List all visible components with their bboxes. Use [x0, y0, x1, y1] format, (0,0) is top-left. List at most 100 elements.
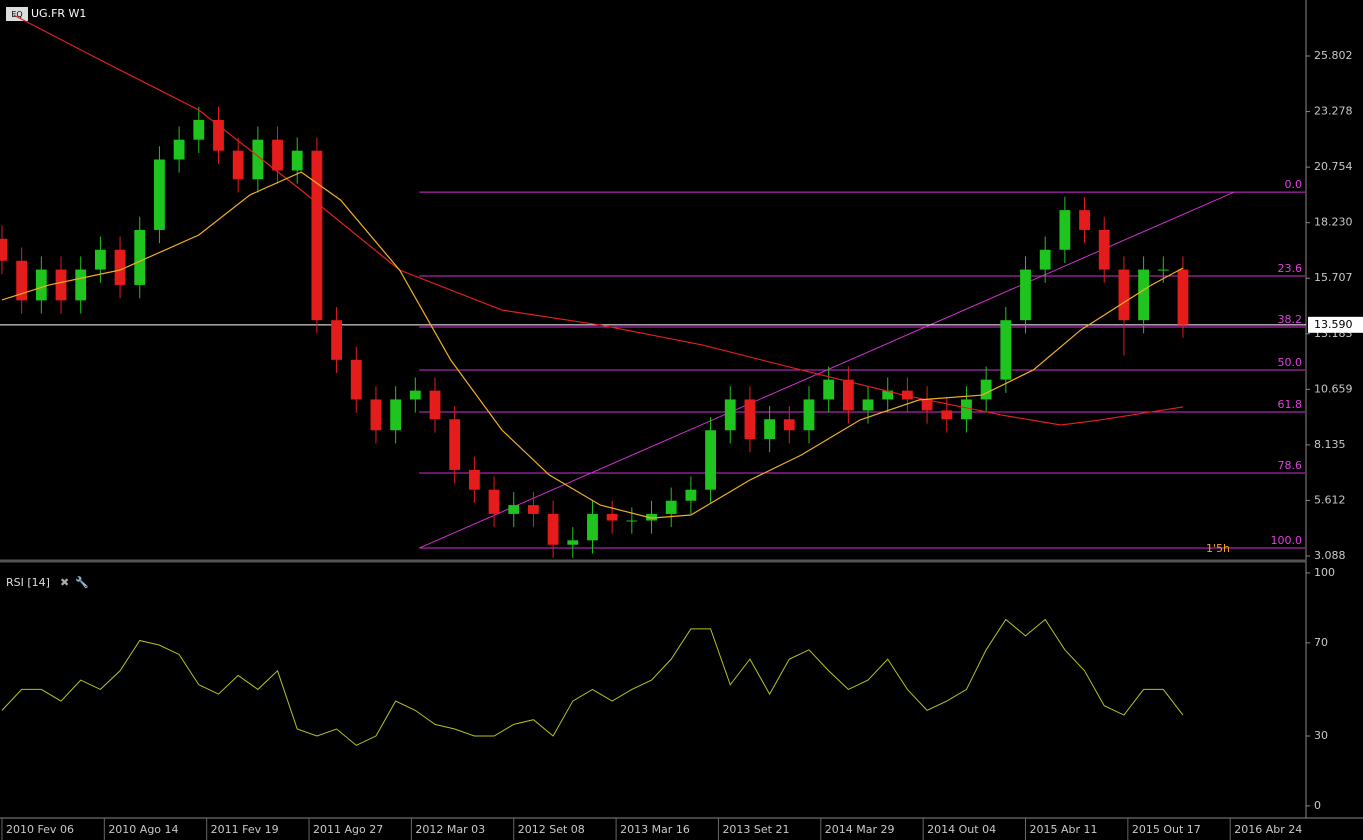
y-tick-label: 8.135	[1314, 438, 1346, 451]
annotation: 1'5h	[1206, 542, 1230, 555]
candle-body	[823, 379, 835, 400]
y-tick-label: 18.230	[1314, 216, 1353, 229]
candle-body	[252, 139, 264, 180]
fib-label: 0.0	[1285, 178, 1303, 191]
candle-body	[16, 260, 28, 301]
last-price-box	[1308, 316, 1363, 333]
candle-body	[685, 489, 697, 501]
settings-icon[interactable]: 🔧	[75, 575, 89, 589]
candle-body	[547, 513, 559, 545]
x-tick-label: 2012 Set 08	[518, 823, 585, 836]
candle-body	[783, 419, 795, 431]
x-tick-label: 2014 Mar 29	[825, 823, 895, 836]
candle-body	[626, 520, 638, 522]
candle-body	[921, 399, 933, 411]
candle-body	[311, 150, 323, 321]
candle-body	[1157, 269, 1169, 271]
y-tick-label: 20.754	[1314, 160, 1353, 173]
candle-body	[744, 399, 756, 440]
candle-body	[55, 269, 67, 301]
candle-body	[646, 513, 657, 521]
candle-body	[75, 269, 87, 301]
candle-body	[193, 119, 205, 140]
symbol-title: UG.FR W1	[31, 7, 86, 20]
candle-body	[409, 390, 421, 400]
y-tick-label: 15.707	[1314, 271, 1353, 284]
candle-body	[0, 238, 8, 261]
candle-body	[114, 249, 126, 285]
x-tick-label: 2013 Mar 16	[620, 823, 690, 836]
x-tick-label: 2011 Fev 19	[211, 823, 279, 836]
candle-body	[272, 139, 283, 171]
candle-body	[882, 390, 894, 400]
candle-body	[94, 249, 106, 270]
y-tick-label: 70	[1314, 636, 1328, 649]
x-tick-label: 2011 Ago 27	[313, 823, 383, 836]
candle-body	[1177, 269, 1189, 325]
fib-label: 100.0	[1271, 534, 1303, 547]
x-tick-label: 2016 Abr 24	[1234, 823, 1302, 836]
candle-body	[862, 399, 874, 411]
candle-body	[1138, 269, 1150, 321]
candle-body	[449, 419, 461, 470]
candle-body	[941, 410, 953, 420]
candle-body	[1098, 229, 1110, 270]
candle-body	[291, 150, 303, 171]
candle-body	[842, 379, 854, 411]
badge-box	[6, 7, 28, 21]
y-tick-label: 0	[1314, 799, 1321, 812]
last-price-label: 13.590	[1314, 318, 1353, 331]
fib-label: 50.0	[1278, 356, 1303, 369]
y-tick-label: 100	[1314, 566, 1335, 579]
moving-average	[1, 171, 1184, 519]
candle-body	[390, 399, 402, 431]
candle-body	[705, 430, 716, 490]
candle-body	[901, 390, 913, 400]
badge: EQ	[11, 10, 22, 19]
candle-body	[213, 119, 224, 151]
candle-body	[587, 513, 598, 541]
candle-body	[980, 379, 992, 400]
candle-body	[665, 500, 677, 514]
rsi-line	[1, 618, 1184, 746]
fib-label: 23.6	[1278, 262, 1303, 275]
rsi-title: RSI [14]	[6, 576, 50, 589]
candle-body	[961, 399, 972, 420]
trendline	[419, 191, 1235, 549]
y-tick-label: 30	[1314, 729, 1328, 742]
y-tick-label: 25.802	[1314, 49, 1353, 62]
candle-body	[173, 139, 185, 160]
y-tick-label: 10.659	[1314, 382, 1353, 395]
x-tick-label: 2010 Fev 06	[6, 823, 74, 836]
fib-label: 38.2	[1278, 313, 1303, 326]
candle-body	[154, 159, 165, 230]
x-tick-label: 2015 Out 17	[1132, 823, 1201, 836]
x-tick-label: 2012 Mar 03	[415, 823, 485, 836]
candle-body	[134, 229, 146, 285]
candle-body	[468, 469, 480, 490]
close-icon[interactable]: ✖	[60, 576, 69, 589]
candle-body	[764, 419, 776, 440]
fib-label: 61.8	[1278, 398, 1303, 411]
candle-body	[724, 399, 736, 431]
x-tick-label: 2013 Set 21	[722, 823, 789, 836]
candle-body	[331, 320, 342, 360]
candle-body	[1039, 249, 1051, 270]
x-tick-label: 2015 Abr 11	[1029, 823, 1097, 836]
candle-body	[350, 359, 362, 400]
candle-body	[803, 399, 815, 431]
candle-body	[528, 505, 539, 514]
candle-body	[606, 513, 618, 521]
candle-body	[1059, 210, 1071, 250]
y-tick-label: 3.088	[1314, 549, 1346, 562]
candle-body	[1118, 269, 1130, 321]
y-tick-label: 5.612	[1314, 493, 1346, 506]
moving-average	[13, 14, 1184, 426]
candle-body	[232, 150, 244, 180]
candle-body	[1020, 269, 1031, 321]
x-tick-label: 2014 Out 04	[927, 823, 996, 836]
candle-body	[1000, 320, 1012, 380]
fib-label: 78.6	[1278, 459, 1303, 472]
